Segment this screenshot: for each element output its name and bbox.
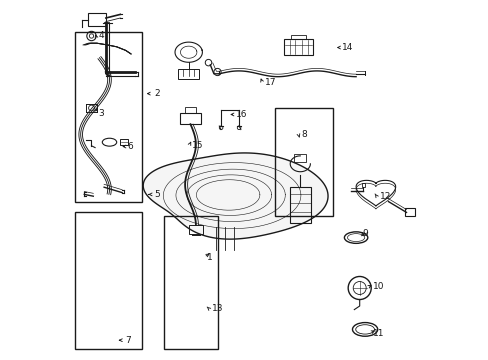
Text: 15: 15 — [192, 140, 203, 150]
Text: 12: 12 — [379, 192, 390, 201]
Text: 1: 1 — [206, 253, 212, 262]
Bar — [293, 154, 306, 162]
Bar — [75, 32, 142, 202]
Bar — [284, 39, 312, 55]
Text: 6: 6 — [127, 142, 133, 151]
Bar — [75, 212, 142, 349]
Bar — [188, 225, 203, 234]
Text: 3: 3 — [99, 109, 104, 118]
Bar — [185, 107, 196, 113]
Text: 7: 7 — [125, 336, 131, 345]
Bar — [361, 183, 364, 187]
Text: 17: 17 — [265, 78, 276, 87]
Bar — [163, 216, 217, 349]
Text: 9: 9 — [362, 230, 367, 239]
Text: 16: 16 — [235, 110, 246, 119]
Bar — [88, 13, 106, 26]
Bar — [179, 113, 201, 124]
Bar — [289, 187, 310, 223]
Bar — [404, 208, 415, 216]
Text: 11: 11 — [372, 328, 384, 338]
Bar — [120, 139, 128, 145]
Polygon shape — [143, 153, 327, 239]
Bar — [291, 35, 305, 39]
Text: 8: 8 — [301, 130, 306, 139]
Bar — [275, 108, 332, 216]
Text: 14: 14 — [341, 43, 352, 52]
Bar — [178, 69, 199, 79]
Text: 4: 4 — [99, 31, 104, 40]
Text: 5: 5 — [154, 190, 160, 199]
Text: 10: 10 — [372, 282, 384, 291]
Text: 2: 2 — [154, 89, 160, 98]
Text: 13: 13 — [212, 305, 223, 313]
